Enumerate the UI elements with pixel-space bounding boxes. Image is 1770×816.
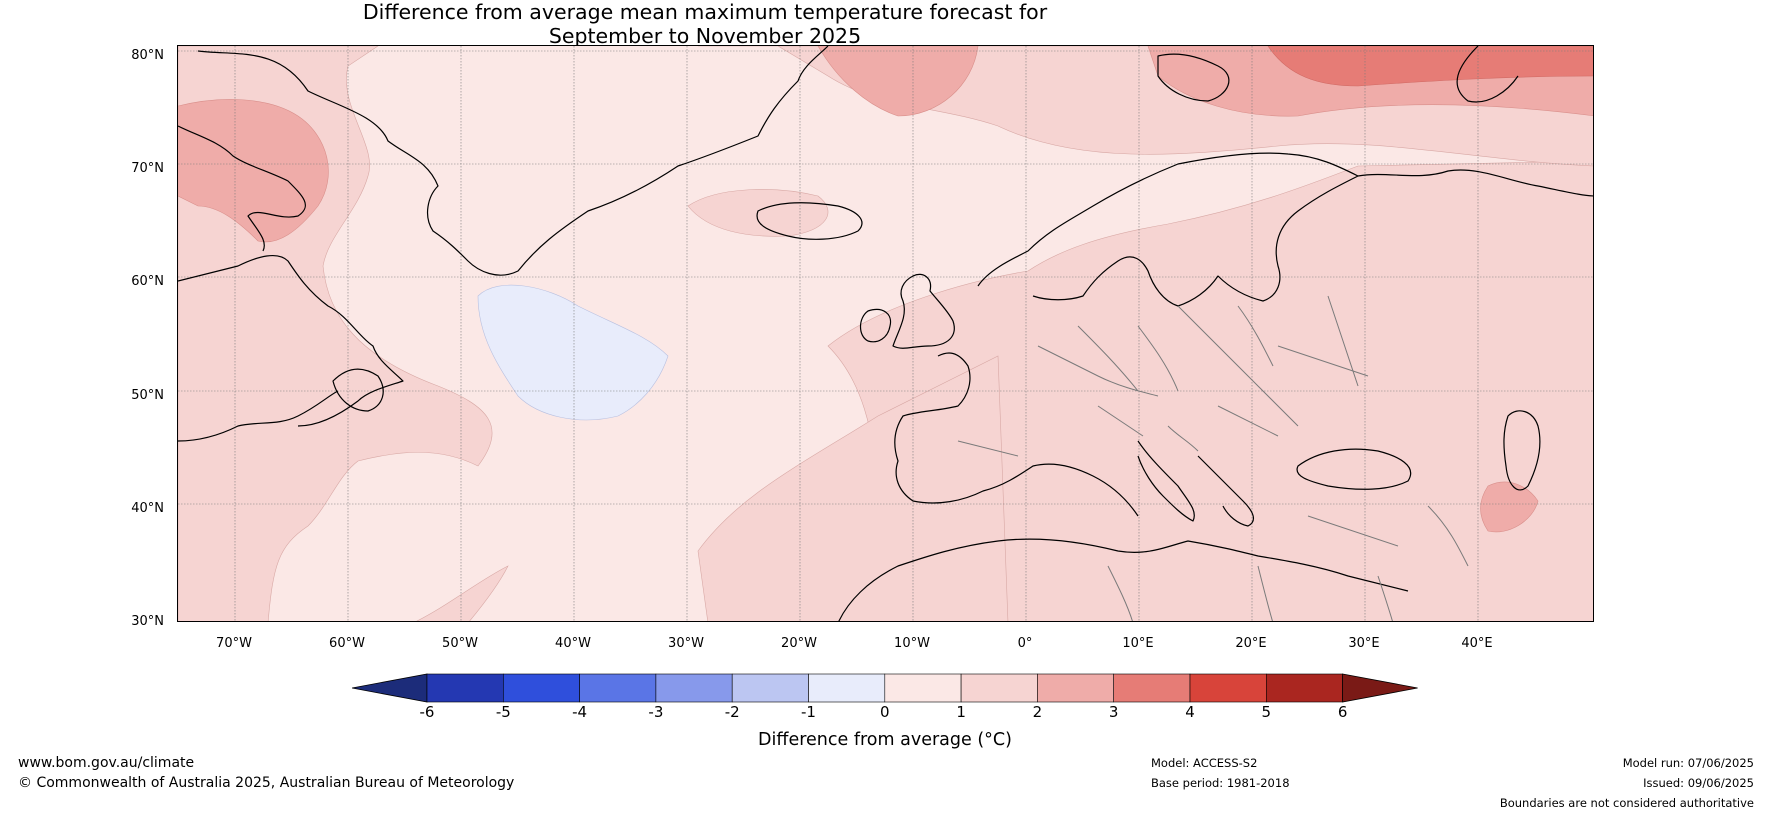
footer-model: Model: ACCESS-S2 [1151, 756, 1258, 770]
coastlines [178, 46, 1593, 621]
anomaly-region-1-2-atlantic [697, 355, 1009, 621]
lat-label-60n: 60°N [131, 274, 164, 289]
coast-great-britain [892, 273, 955, 349]
colorbar-segment [1037, 673, 1115, 703]
anomaly-region-3-4-arctic [1267, 46, 1593, 87]
footer-copyright: © Commonwealth of Australia 2025, Austra… [18, 775, 515, 791]
colorbar-segment [1189, 673, 1267, 703]
colorbar-tick-label: 4 [1185, 703, 1195, 721]
lon-label-20w: 20°W [781, 636, 817, 651]
lon-label-40w: 40°W [555, 636, 591, 651]
colorbar-tick-label: 2 [1032, 703, 1043, 721]
lon-label-70w: 70°W [216, 636, 252, 651]
coast-svalbard [1157, 53, 1230, 102]
footer-disclaimer: Boundaries are not considered authoritat… [1499, 796, 1754, 810]
coast-newfoundland [332, 368, 384, 412]
lon-label-0: 0° [1017, 636, 1033, 651]
lon-label-60w: 60°W [329, 636, 365, 651]
lat-label-80n: 80°N [131, 48, 164, 63]
colorbar-segment [808, 673, 886, 703]
colorbar-segment [655, 673, 733, 703]
coast-north-africa [838, 538, 1409, 621]
map-graphic [178, 46, 1593, 621]
colorbar-tick-label: -1 [801, 703, 816, 721]
colorbar-segment [503, 673, 580, 703]
colorbar-tick-label: -5 [495, 703, 511, 721]
anomaly-region-negative [477, 284, 669, 421]
country-borders [957, 295, 1469, 621]
colorbar-tick-label: -3 [648, 703, 664, 721]
colorbar-segment [1113, 673, 1191, 703]
colorbar-arrow-low [352, 673, 428, 703]
coast-iceland [756, 202, 863, 240]
colorbar-tick-label: 3 [1108, 703, 1119, 721]
forecast-map [177, 45, 1594, 622]
lon-label-10e: 10°E [1122, 636, 1154, 651]
colorbar-segment [731, 673, 809, 703]
lon-label-30w: 30°W [668, 636, 704, 651]
lat-label-50n: 50°N [131, 388, 164, 403]
colorbar-tick-label: -4 [572, 703, 588, 721]
anomaly-region-2-3-middle-east [1480, 481, 1539, 533]
lat-label-30n: 30°N [131, 614, 164, 629]
title-line-2: September to November 2025 [548, 24, 862, 48]
coast-scandinavia [977, 152, 1359, 307]
lat-label-70n: 70°N [131, 161, 164, 176]
footer-issued: Issued: 09/06/2025 [1643, 776, 1754, 790]
colorbar-tick-label: -6 [419, 703, 435, 721]
graticule [178, 46, 1593, 621]
colorbar-segment [426, 673, 504, 703]
footer-site: www.bom.gov.au/climate [18, 755, 195, 771]
colorbar-tick-label: 6 [1337, 703, 1348, 721]
colorbar-tick-label: -2 [724, 703, 740, 721]
colorbar-segment [960, 673, 1038, 703]
colorbar-arrow-high [1342, 673, 1418, 703]
coast-north-america [178, 390, 339, 442]
coast-italy [1137, 440, 1195, 522]
coast-labrador [178, 254, 404, 427]
anomaly-region-1-2-south [416, 565, 509, 621]
lon-label-10w: 10°W [894, 636, 930, 651]
lon-label-40e: 40°E [1461, 636, 1493, 651]
colorbar-tick-label: 5 [1261, 703, 1272, 721]
coast-novaya-zemlya [1456, 46, 1519, 103]
colorbar-segment [579, 673, 657, 703]
anomaly-region-2-3-baffin [178, 99, 329, 243]
colorbar-tick-label: 1 [956, 703, 966, 721]
colorbar-segment [884, 673, 962, 703]
coast-caspian [1503, 410, 1541, 491]
coast-baffin [178, 125, 306, 252]
lon-label-50w: 50°W [442, 636, 478, 651]
title-line-1: Difference from average mean maximum tem… [362, 0, 1048, 24]
anomaly-region-2-3-greenland [817, 46, 979, 117]
colorbar-tick-label: 0 [880, 703, 890, 721]
coast-greenland [197, 46, 829, 276]
footer-model-run: Model run: 07/06/2025 [1622, 756, 1754, 770]
coast-europe-west [894, 352, 1139, 517]
coast-black-sea [1296, 448, 1412, 490]
coast-balkans [1197, 455, 1255, 527]
colorbar-segment [1265, 673, 1343, 703]
lon-label-30e: 30°E [1348, 636, 1380, 651]
lat-label-40n: 40°N [131, 501, 164, 516]
lon-label-20e: 20°E [1235, 636, 1267, 651]
colorbar-label: Difference from average (°C) [758, 730, 1012, 750]
coast-ireland [859, 308, 892, 343]
footer-base-period: Base period: 1981-2018 [1151, 776, 1290, 790]
map-title: Difference from average mean maximum tem… [0, 0, 1410, 48]
coast-russia-arctic [1357, 169, 1593, 197]
colorbar [352, 673, 1418, 703]
